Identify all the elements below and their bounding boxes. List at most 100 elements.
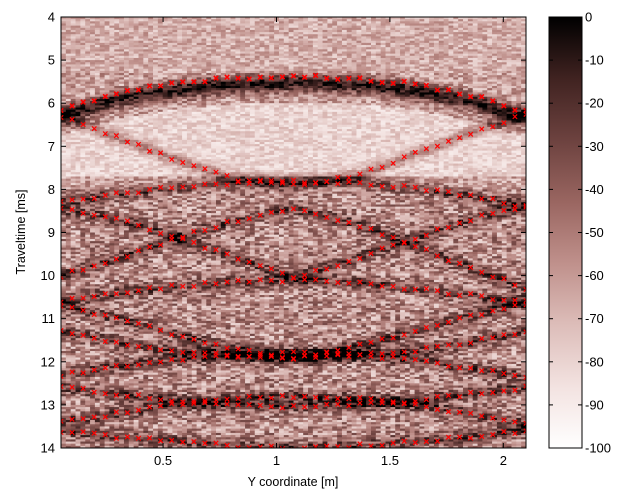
heatmap-cell [99,428,105,432]
heatmap-cell [94,167,101,171]
heatmap-cell [70,383,76,386]
heatmap-cell [80,139,86,143]
heatmap-cell [70,131,76,134]
heatmap-cell [80,338,86,341]
heatmap-cell [104,133,110,136]
heatmap-cell [109,402,115,406]
heatmap-cell [109,189,115,192]
heatmap-cell [109,305,115,309]
heatmap-cell [80,161,86,164]
heatmap-cell [70,107,76,111]
heatmap-cell [80,182,86,186]
heatmap-cell [70,77,76,80]
heatmap-cell [65,338,72,341]
heatmap-cell [75,198,81,201]
heatmap-cell [85,404,91,408]
heatmap-cell [99,116,105,119]
heatmap-cell [80,303,86,307]
heatmap-cell [61,75,67,78]
heatmap-cell [99,419,105,423]
heatmap-cell [94,170,101,173]
heatmap-cell [90,363,96,367]
heatmap-cell [94,437,101,440]
heatmap-cell [80,415,86,419]
heatmap-cell [114,247,120,251]
heatmap-cell [94,385,101,389]
heatmap-cell [80,243,86,246]
heatmap-cell [114,182,120,186]
heatmap-cell [94,310,101,313]
heatmap-cell [99,200,105,203]
heatmap-cell [65,327,72,330]
heatmap-cell [70,396,76,399]
heatmap-cell [85,152,91,156]
heatmap-cell [94,430,101,434]
heatmap-cell [85,19,91,22]
heatmap-cell [109,372,115,376]
heatmap-cell [80,221,86,225]
heatmap-cell [75,60,81,63]
heatmap-cell [94,103,101,106]
heatmap-cell [70,402,76,406]
heatmap-cell [65,101,72,104]
heatmap-cell [109,249,115,253]
heatmap-cell [114,21,120,24]
heatmap-cell [61,109,67,113]
heatmap-cell [70,422,76,425]
heatmap-cell [80,167,86,171]
heatmap-cell [75,129,81,132]
heatmap-cell [75,204,81,208]
heatmap-cell [90,118,96,121]
heatmap-cell [70,213,76,216]
heatmap-cell [65,439,72,442]
heatmap-cell [99,398,105,401]
heatmap-cell [85,273,91,276]
heatmap-cell [65,445,72,448]
heatmap-cell [109,411,115,414]
heatmap-cell [75,366,81,369]
heatmap-cell [65,172,72,175]
heatmap-cell [75,208,81,212]
heatmap-cell [65,400,72,404]
heatmap-cell [94,439,101,442]
heatmap-cell [90,355,96,358]
heatmap-cell [65,81,72,85]
heatmap-cell [99,383,105,386]
heatmap-cell [70,154,76,158]
heatmap-cell [94,208,101,212]
heatmap-cell [114,167,120,171]
heatmap-cell [65,426,72,429]
heatmap-cell [114,79,120,83]
heatmap-cell [94,150,101,154]
heatmap-cell [75,346,81,350]
heatmap-cell [99,32,105,35]
heatmap-cell [104,49,110,52]
heatmap-cell [85,198,91,201]
heatmap-cell [90,241,96,244]
heatmap-cell [70,148,76,152]
heatmap-cell [85,70,91,74]
heatmap-cell [65,219,72,223]
heatmap-cell [104,389,110,393]
heatmap-cell [80,258,86,261]
heatmap-cell [75,243,81,246]
heatmap-cell [94,273,101,276]
heatmap-cell [90,273,96,276]
heatmap-cell [75,68,81,72]
heatmap-cell [85,79,91,83]
heatmap-cell [94,370,101,373]
heatmap-cell [75,363,81,367]
heatmap-cell [80,271,86,274]
heatmap-cell [70,359,76,363]
heatmap-cell [61,381,67,384]
heatmap-cell [90,424,96,427]
heatmap-cell [85,103,91,106]
heatmap-cell [99,73,105,76]
heatmap-cell [99,361,105,365]
heatmap-cell [65,441,72,445]
heatmap-cell [65,170,72,173]
heatmap-cell [99,366,105,369]
heatmap-cell [109,331,115,335]
heatmap-cell [90,419,96,423]
heatmap-cell [65,376,72,380]
